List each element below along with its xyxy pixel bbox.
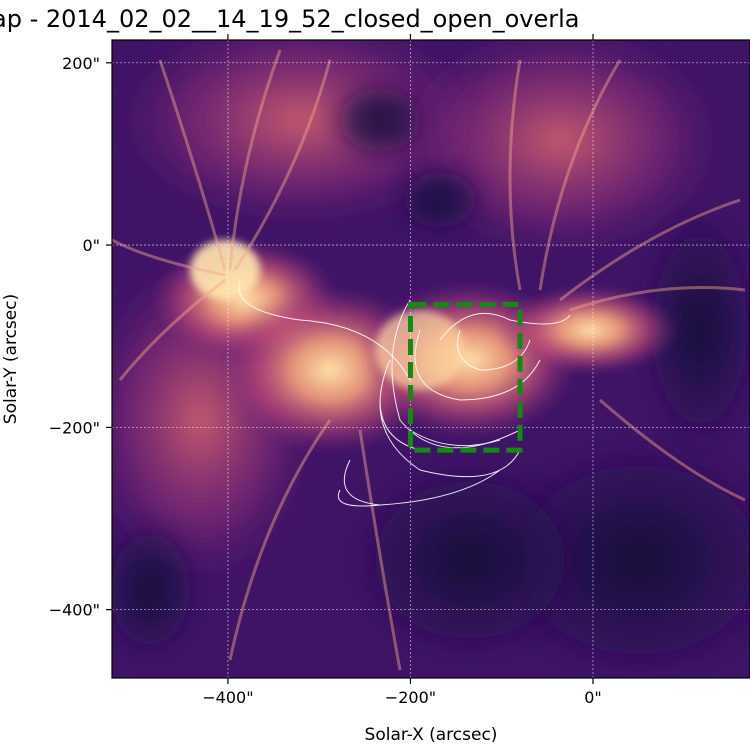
y-tick-label: −400" xyxy=(49,601,100,620)
y-tick-label: −200" xyxy=(49,418,100,437)
x-axis-label: Solar-X (arcsec) xyxy=(365,725,498,745)
y-ticks: 200" 0" −200" −400" xyxy=(49,54,112,620)
x-tick-label: −400" xyxy=(202,688,253,707)
field-line-overlay xyxy=(238,279,571,507)
y-tick-label: 0" xyxy=(82,236,100,255)
chart-title: ap - 2014_02_02__14_19_52_closed_open_ov… xyxy=(0,5,579,33)
plot-frame xyxy=(111,39,750,679)
region-box xyxy=(407,301,523,453)
x-tick-label: 0" xyxy=(584,688,602,707)
y-axis-label: Solar-Y (arcsec) xyxy=(1,294,21,424)
x-tick-label: −200" xyxy=(385,688,436,707)
plot-area xyxy=(112,40,750,678)
y-tick-label: 200" xyxy=(62,54,100,73)
x-ticks: −400" −200" 0" xyxy=(202,34,602,707)
solar-emission-image xyxy=(112,40,750,678)
